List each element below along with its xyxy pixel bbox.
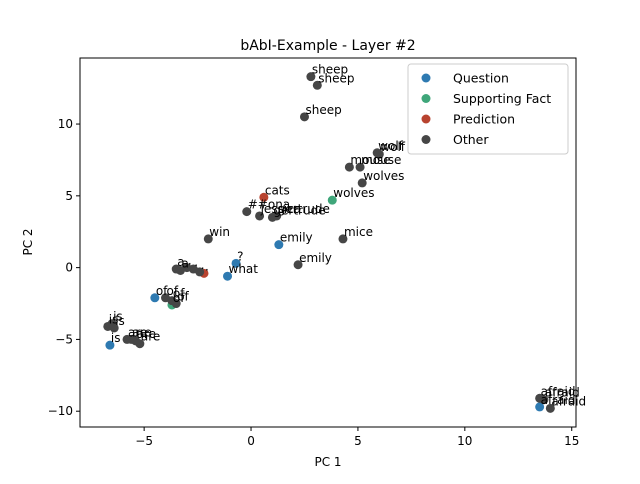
data-point	[338, 234, 348, 244]
legend-label: Prediction	[453, 112, 515, 127]
legend-marker	[421, 73, 431, 83]
point-label: wolf	[380, 140, 405, 154]
data-point	[109, 323, 119, 333]
data-point	[231, 258, 241, 268]
x-tick-label: 5	[354, 434, 362, 448]
point-label: a	[181, 256, 188, 270]
point-label: of	[173, 291, 185, 305]
data-point	[357, 178, 367, 188]
x-tick-label: 0	[247, 434, 255, 448]
point-label: mouse	[361, 153, 401, 167]
legend-label: Supporting Fact	[453, 91, 551, 106]
point-label: afraid	[541, 393, 576, 407]
point-label: sheep	[312, 63, 348, 77]
point-label: of	[156, 284, 168, 298]
point-label: wolves	[363, 169, 404, 183]
point-label: sheep	[318, 71, 354, 85]
data-point	[344, 162, 354, 172]
legend-box	[407, 63, 569, 155]
point-label: .	[201, 258, 205, 272]
data-point	[150, 293, 160, 303]
data-point	[312, 80, 322, 90]
data-point	[105, 340, 115, 350]
point-label: are	[128, 325, 147, 339]
data-point	[135, 339, 145, 349]
data-point	[306, 72, 316, 82]
point-label: is	[109, 312, 119, 326]
data-point	[293, 260, 303, 270]
data-point	[355, 162, 365, 172]
point-label: mice	[344, 225, 373, 239]
point-label: wolves	[333, 186, 374, 200]
x-tick-label: −5	[135, 434, 153, 448]
data-point	[195, 267, 205, 277]
point-label: a	[177, 255, 184, 269]
point-label: emily	[280, 231, 313, 245]
x-tick-label: 15	[564, 434, 579, 448]
x-axis-label: PC 1	[314, 455, 341, 469]
chart-title: bAbI-Example - Layer #2	[240, 38, 415, 54]
point-label: win	[209, 225, 230, 239]
point-label: .	[194, 255, 198, 269]
point-label: afraid	[545, 386, 580, 400]
point-label: jessica	[260, 202, 302, 216]
x-tick-label: 10	[457, 434, 472, 448]
point-label: is	[115, 314, 125, 328]
point-label: afraid	[551, 394, 586, 408]
point-label: gertrude	[278, 202, 330, 216]
y-tick-label: 10	[58, 117, 73, 131]
data-point	[327, 195, 337, 205]
point-label: of	[177, 290, 189, 304]
legend-label: Other	[453, 132, 489, 147]
point-label: mouse	[350, 153, 390, 167]
data-point	[223, 271, 233, 281]
point-label: of	[173, 287, 185, 301]
data-point	[545, 403, 555, 413]
data-point	[171, 299, 181, 309]
legend-label: Question	[453, 71, 509, 86]
point-label: cats	[265, 183, 290, 197]
y-tick-label: −5	[55, 332, 73, 346]
data-point	[299, 112, 309, 122]
point-label: are	[132, 325, 151, 339]
point-label: emily	[299, 251, 332, 265]
y-tick-label: 0	[65, 261, 73, 275]
point-label: .	[205, 259, 209, 273]
point-label: afraid	[541, 384, 576, 398]
y-tick-label: −10	[48, 404, 73, 418]
point-label: wolf	[378, 139, 403, 153]
point-label: are	[141, 330, 160, 344]
axes-frame	[79, 57, 577, 428]
point-label: are	[137, 327, 156, 341]
point-label: gertrude	[273, 203, 325, 217]
point-label: what	[229, 262, 259, 276]
data-point	[539, 395, 549, 405]
data-point	[259, 192, 269, 202]
point-label: .	[188, 254, 192, 268]
data-point	[535, 402, 545, 412]
data-point	[203, 234, 213, 244]
y-tick-label: 5	[65, 189, 73, 203]
y-axis-label: PC 2	[21, 228, 35, 255]
legend: Question Supporting Fact Prediction Other	[407, 63, 569, 155]
point-label: is	[111, 331, 121, 345]
point-label: ##ona	[248, 198, 290, 212]
point-label: ?	[237, 249, 243, 263]
data-point	[272, 211, 282, 221]
legend-marker	[421, 135, 431, 144]
data-point	[274, 240, 284, 250]
data-point	[255, 211, 265, 221]
data-point	[374, 149, 384, 159]
legend-marker	[421, 94, 431, 103]
data-point	[242, 207, 252, 217]
point-label: is	[113, 310, 123, 324]
legend-marker	[421, 114, 431, 124]
plot-area: ?whatemilyofisafraidwolvesofcats.sheepsh…	[48, 57, 586, 448]
point-label: of	[167, 284, 179, 298]
point-label: sheep	[305, 103, 341, 117]
